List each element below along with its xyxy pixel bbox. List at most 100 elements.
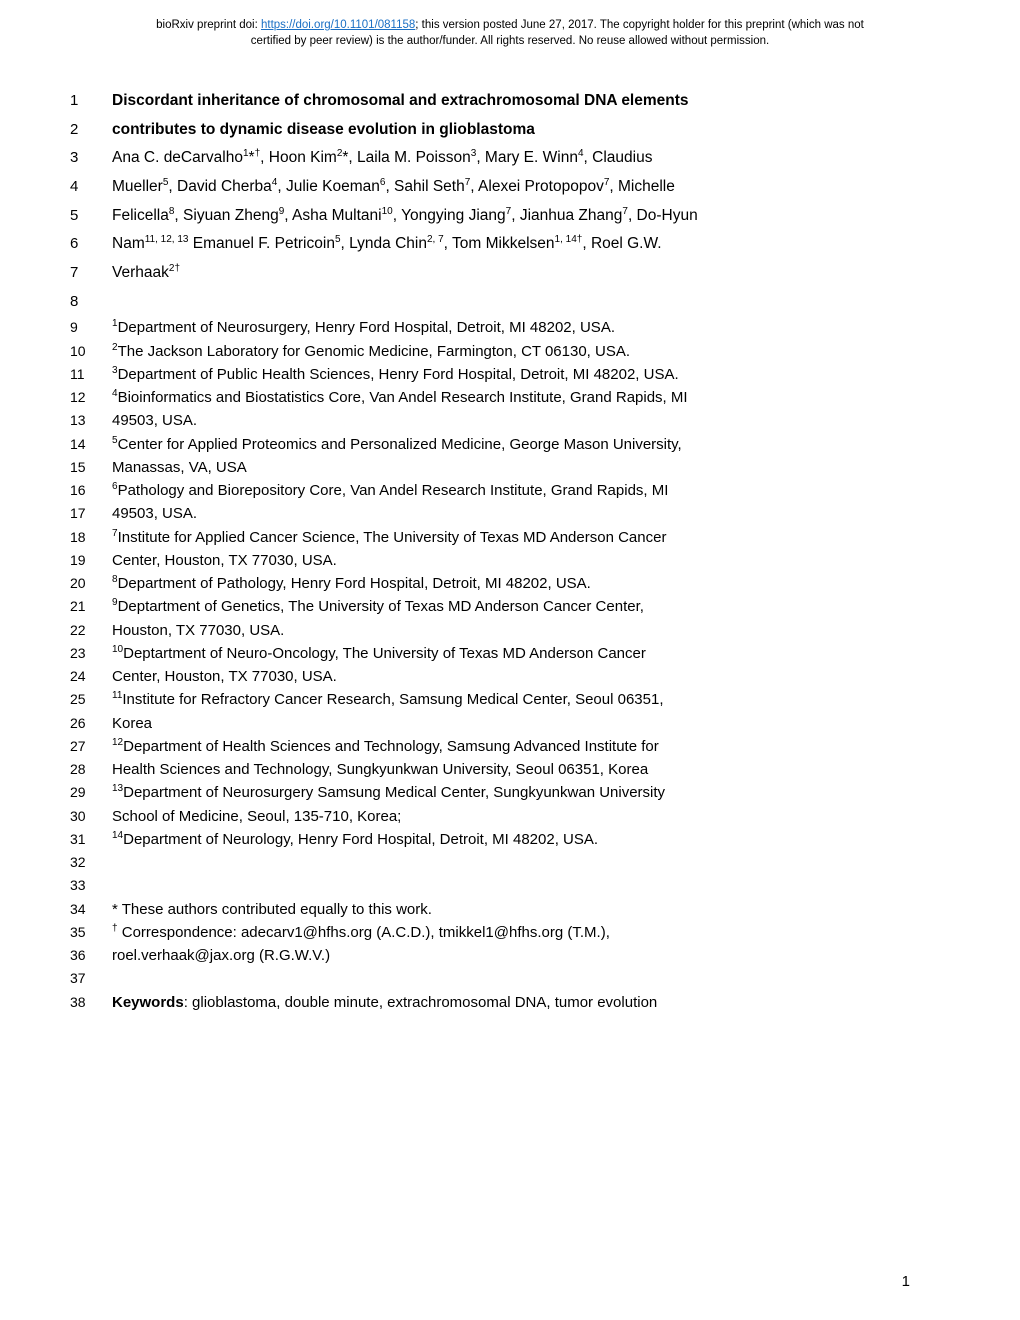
line-text: School of Medicine, Seoul, 135-710, Kore… bbox=[112, 805, 401, 828]
doi-link[interactable]: https://doi.org/10.1101/081158 bbox=[261, 19, 415, 31]
manuscript-line: 7Verhaak2† bbox=[70, 259, 910, 288]
manuscript-line: 38Keywords: glioblastoma, double minute,… bbox=[70, 991, 910, 1014]
manuscript-line: 30School of Medicine, Seoul, 135-710, Ko… bbox=[70, 805, 910, 828]
line-text: Verhaak2† bbox=[112, 259, 180, 288]
line-number: 8 bbox=[70, 291, 112, 310]
line-number: 31 bbox=[70, 830, 112, 847]
manuscript-body: 1Discordant inheritance of chromosomal a… bbox=[0, 57, 1020, 1014]
line-number: 21 bbox=[70, 597, 112, 614]
line-text: roel.verhaak@jax.org (R.G.W.V.) bbox=[112, 944, 330, 967]
line-number: 33 bbox=[70, 876, 112, 893]
line-number: 4 bbox=[70, 176, 112, 195]
line-text: Center, Houston, TX 77030, USA. bbox=[112, 665, 337, 688]
manuscript-line: 2712Department of Health Sciences and Te… bbox=[70, 735, 910, 758]
header-line-1: bioRxiv preprint doi: https://doi.org/10… bbox=[60, 18, 960, 34]
manuscript-line: 113Department of Public Health Sciences,… bbox=[70, 363, 910, 386]
line-text: 12Department of Health Sciences and Tech… bbox=[112, 735, 659, 758]
line-text: Felicella8, Siyuan Zheng9, Asha Multani1… bbox=[112, 202, 698, 231]
line-number: 13 bbox=[70, 411, 112, 428]
line-text: 13Department of Neurosurgery Samsung Med… bbox=[112, 781, 665, 804]
manuscript-line: 124Bioinformatics and Biostatistics Core… bbox=[70, 386, 910, 409]
line-text: 8Department of Pathology, Henry Ford Hos… bbox=[112, 572, 591, 595]
line-text: Korea bbox=[112, 712, 152, 735]
manuscript-line: 145Center for Applied Proteomics and Per… bbox=[70, 433, 910, 456]
manuscript-line: 2511Institute for Refractory Cancer Rese… bbox=[70, 688, 910, 711]
line-number: 17 bbox=[70, 504, 112, 521]
manuscript-line: 34* These authors contributed equally to… bbox=[70, 898, 910, 921]
line-number: 19 bbox=[70, 551, 112, 568]
manuscript-line: 6Nam11, 12, 13 Emanuel F. Petricoin5, Ly… bbox=[70, 230, 910, 259]
header-line-2: certified by peer review) is the author/… bbox=[60, 34, 960, 50]
line-number: 14 bbox=[70, 435, 112, 452]
manuscript-line: 1Discordant inheritance of chromosomal a… bbox=[70, 87, 910, 116]
line-text bbox=[112, 288, 116, 317]
line-text: † Correspondence: adecarv1@hfhs.org (A.C… bbox=[112, 921, 610, 944]
line-number: 29 bbox=[70, 783, 112, 800]
line-text: Nam11, 12, 13 Emanuel F. Petricoin5, Lyn… bbox=[112, 230, 662, 259]
line-text: 6Pathology and Biorepository Core, Van A… bbox=[112, 479, 668, 502]
manuscript-line: 2913Department of Neurosurgery Samsung M… bbox=[70, 781, 910, 804]
line-number: 22 bbox=[70, 621, 112, 638]
line-number: 7 bbox=[70, 262, 112, 281]
line-number: 1 bbox=[70, 90, 112, 109]
line-text: Ana C. deCarvalho1*†, Hoon Kim2*, Laila … bbox=[112, 144, 652, 173]
manuscript-line: 91Department of Neurosurgery, Henry Ford… bbox=[70, 316, 910, 339]
line-number: 25 bbox=[70, 690, 112, 707]
line-number: 9 bbox=[70, 318, 112, 335]
line-text: Keywords: glioblastoma, double minute, e… bbox=[112, 991, 657, 1014]
line-number: 30 bbox=[70, 807, 112, 824]
line-text: 11Institute for Refractory Cancer Resear… bbox=[112, 688, 664, 711]
manuscript-line: 4Mueller5, David Cherba4, Julie Koeman6,… bbox=[70, 173, 910, 202]
line-text bbox=[112, 874, 116, 897]
line-number: 37 bbox=[70, 969, 112, 986]
manuscript-line: 22Houston, TX 77030, USA. bbox=[70, 619, 910, 642]
line-text: 9Deptartment of Genetics, The University… bbox=[112, 595, 644, 618]
manuscript-line: 1749503, USA. bbox=[70, 502, 910, 525]
line-number: 12 bbox=[70, 388, 112, 405]
line-text: 49503, USA. bbox=[112, 409, 197, 432]
line-number: 35 bbox=[70, 923, 112, 940]
line-number: 36 bbox=[70, 946, 112, 963]
manuscript-line: 2310Deptartment of Neuro-Oncology, The U… bbox=[70, 642, 910, 665]
manuscript-line: 35† Correspondence: adecarv1@hfhs.org (A… bbox=[70, 921, 910, 944]
line-number: 27 bbox=[70, 737, 112, 754]
manuscript-line: 26Korea bbox=[70, 712, 910, 735]
line-text: Discordant inheritance of chromosomal an… bbox=[112, 87, 689, 116]
line-number: 11 bbox=[70, 365, 112, 382]
manuscript-line: 5Felicella8, Siyuan Zheng9, Asha Multani… bbox=[70, 202, 910, 231]
line-text: contributes to dynamic disease evolution… bbox=[112, 116, 535, 145]
manuscript-line: 32 bbox=[70, 851, 910, 874]
manuscript-line: 219Deptartment of Genetics, The Universi… bbox=[70, 595, 910, 618]
line-number: 26 bbox=[70, 714, 112, 731]
preprint-header: bioRxiv preprint doi: https://doi.org/10… bbox=[0, 0, 1020, 57]
manuscript-line: 28Health Sciences and Technology, Sungky… bbox=[70, 758, 910, 781]
manuscript-line: 8 bbox=[70, 288, 910, 317]
line-number: 32 bbox=[70, 853, 112, 870]
line-text: Mueller5, David Cherba4, Julie Koeman6, … bbox=[112, 173, 675, 202]
line-number: 34 bbox=[70, 900, 112, 917]
line-text: Manassas, VA, USA bbox=[112, 456, 247, 479]
manuscript-line: 187Institute for Applied Cancer Science,… bbox=[70, 526, 910, 549]
line-text bbox=[112, 967, 116, 990]
line-text: Houston, TX 77030, USA. bbox=[112, 619, 284, 642]
manuscript-line: 102The Jackson Laboratory for Genomic Me… bbox=[70, 340, 910, 363]
line-text: 3Department of Public Health Sciences, H… bbox=[112, 363, 679, 386]
line-number: 24 bbox=[70, 667, 112, 684]
line-number: 23 bbox=[70, 644, 112, 661]
line-number: 16 bbox=[70, 481, 112, 498]
manuscript-line: 36roel.verhaak@jax.org (R.G.W.V.) bbox=[70, 944, 910, 967]
line-text: 49503, USA. bbox=[112, 502, 197, 525]
line-text: 1Department of Neurosurgery, Henry Ford … bbox=[112, 316, 615, 339]
line-number: 2 bbox=[70, 119, 112, 138]
line-number: 3 bbox=[70, 147, 112, 166]
manuscript-line: 3Ana C. deCarvalho1*†, Hoon Kim2*, Laila… bbox=[70, 144, 910, 173]
manuscript-line: 3114Department of Neurology, Henry Ford … bbox=[70, 828, 910, 851]
line-text: 2The Jackson Laboratory for Genomic Medi… bbox=[112, 340, 630, 363]
line-number: 10 bbox=[70, 342, 112, 359]
manuscript-line: 19Center, Houston, TX 77030, USA. bbox=[70, 549, 910, 572]
page-number: 1 bbox=[902, 1273, 910, 1290]
header-prefix: bioRxiv preprint doi: bbox=[156, 19, 261, 31]
line-text: 7Institute for Applied Cancer Science, T… bbox=[112, 526, 666, 549]
manuscript-line: 33 bbox=[70, 874, 910, 897]
line-number: 15 bbox=[70, 458, 112, 475]
